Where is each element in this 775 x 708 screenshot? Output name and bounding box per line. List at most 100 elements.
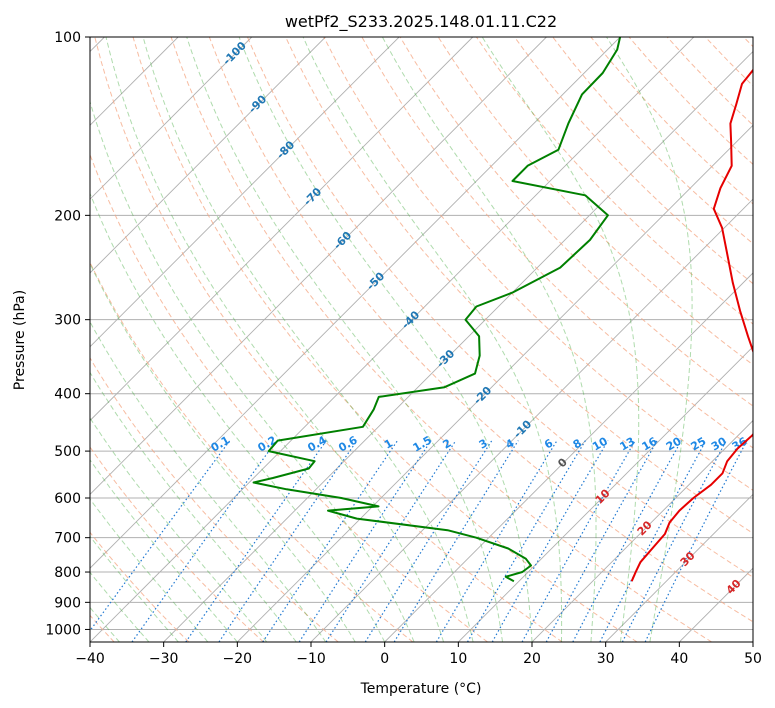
mixing-ratio-line (298, 440, 432, 642)
mixing-ratio-line (185, 440, 327, 642)
dry-adiabat-line (90, 531, 190, 642)
y-tick-label: 800 (54, 565, 81, 581)
moist-adiabat-line (90, 498, 209, 642)
isotherm-line (531, 419, 753, 642)
dry-adiabat-line (170, 37, 712, 642)
dry-adiabat-line (399, 37, 753, 407)
mixing-ratio-line (466, 440, 586, 642)
mixing-ratio-line (644, 440, 748, 642)
dry-adiabat-line (90, 446, 264, 642)
x-tick-label: −40 (75, 651, 105, 667)
dry-adiabat-line (90, 356, 339, 642)
isotherm-line (90, 37, 547, 496)
moist-adiabat-line (238, 37, 533, 642)
moist-adiabat-line (481, 37, 640, 642)
isotherm-line (679, 567, 753, 642)
mixing-ratio-line (545, 440, 658, 642)
mixing-ratio-line (599, 440, 707, 642)
y-tick-label: 400 (54, 387, 81, 403)
dry-adiabat-line (437, 37, 753, 366)
mixing-ratio-line (90, 440, 231, 632)
mixing-ratio-line (364, 440, 493, 642)
moist-adiabat-line (90, 458, 238, 642)
y-axis-title: Pressure (hPa) (12, 290, 28, 390)
x-tick-label: −30 (149, 651, 179, 667)
isotherm-line (90, 37, 326, 274)
isotherm-line (90, 37, 474, 422)
dry-adiabat-line (590, 37, 753, 205)
y-tick-label: 300 (54, 313, 81, 329)
mixing-ratio-line (262, 440, 398, 642)
mixing-ratio-label: 1 (382, 437, 395, 452)
background-lines (90, 37, 753, 642)
profile-lines (252, 37, 753, 583)
moist-adiabat-line (90, 417, 268, 642)
chart-title: wetPf2_S233.2025.148.01.11.C22 (285, 12, 557, 32)
isotherm-label: -60 (331, 229, 354, 252)
x-tick-label: −20 (223, 651, 253, 667)
dry-adiabat-line (323, 37, 753, 491)
isotherm-label: -10 (511, 417, 534, 440)
isotherm-label: 30 (678, 549, 698, 569)
dry-adiabat-line (666, 37, 753, 126)
isotherm-line (163, 50, 753, 642)
x-axis: −40 −30 −20 −10 0 10 20 30 40 50 (75, 642, 762, 667)
x-tick-label: 20 (523, 651, 541, 667)
isotherm-line (458, 346, 753, 642)
y-axis: 100 200 300 400 500 600 700 800 900 1000 (45, 30, 90, 638)
profile-line (630, 68, 753, 582)
x-tick-label: −10 (296, 651, 326, 667)
mixing-ratio-line (393, 440, 519, 642)
mixing-ratio-line (435, 440, 558, 642)
isotherm-label: -50 (364, 269, 387, 292)
y-tick-label: 1000 (45, 622, 81, 638)
mixing-ratio-label: 2 (441, 437, 454, 452)
profile-line (252, 37, 622, 583)
isotherm-line (90, 37, 695, 642)
y-tick-label: 100 (54, 30, 81, 46)
dry-adiabat-line (552, 37, 753, 245)
isotherm-label: 0 (555, 455, 570, 470)
moist-adiabat-line (381, 37, 597, 642)
isotherm-label: -70 (301, 185, 324, 208)
isotherm-line (90, 37, 400, 348)
dry-adiabat-line (90, 261, 414, 642)
y-tick-label: 500 (54, 444, 81, 460)
y-tick-label: 200 (54, 208, 81, 224)
y-tick-label: 900 (54, 595, 81, 611)
dry-adiabat-line (208, 37, 753, 623)
y-tick-label: 600 (54, 491, 81, 507)
isotherm-label: 40 (724, 577, 744, 597)
x-tick-label: 0 (380, 651, 389, 667)
isotherm-label: -90 (246, 92, 269, 115)
moist-adiabat-line (105, 37, 445, 642)
x-axis-title: Temperature (°C) (360, 681, 482, 697)
isotherm-line (752, 641, 753, 642)
isotherm-line (605, 493, 753, 642)
mixing-ratio-line (572, 440, 682, 642)
mixing-ratio-line (621, 440, 727, 642)
isotherm-label: -20 (471, 384, 494, 407)
dry-adiabat-line (246, 37, 753, 578)
moist-adiabat-line (90, 320, 327, 642)
x-tick-label: 50 (744, 651, 762, 667)
y-tick-label: 700 (54, 531, 81, 547)
mixing-ratio-line (325, 440, 457, 642)
x-tick-label: 10 (449, 651, 467, 667)
mixing-ratio-line (131, 440, 277, 642)
dry-adiabat-line (514, 37, 753, 285)
mixing-ratio-line (521, 440, 636, 642)
isotherm-label: 20 (635, 518, 655, 538)
plot-frame (89, 36, 754, 643)
mixing-ratio-line (491, 440, 609, 642)
dry-adiabat-line (94, 37, 563, 642)
dry-adiabat-line (90, 153, 488, 642)
mixing-ratio-label: 4 (503, 436, 516, 451)
dry-adiabat-line (704, 37, 753, 87)
mixing-ratio-label: 6 (542, 436, 555, 451)
moist-adiabat-line (90, 192, 386, 642)
isotherm-label: -100 (220, 39, 249, 68)
isotherm-label: -30 (434, 347, 457, 370)
